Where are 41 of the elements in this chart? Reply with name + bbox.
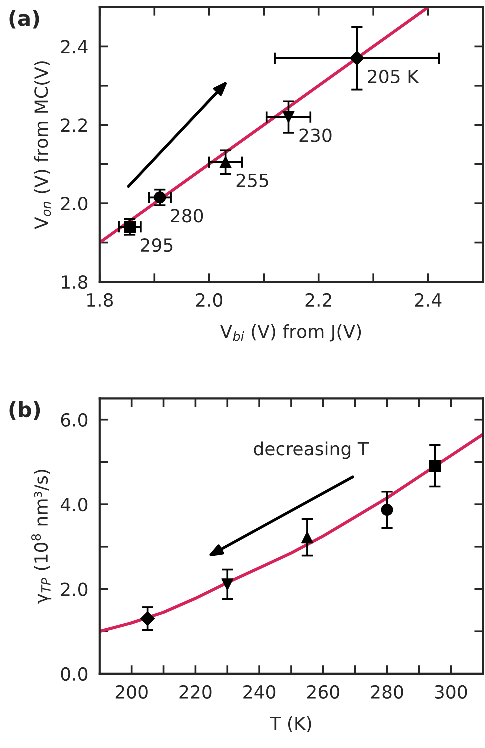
point — [301, 532, 314, 544]
y-axis-title: γ$_{TP}$ (10$^{8}$ nm³/s) — [32, 470, 52, 604]
point — [429, 460, 442, 472]
point — [350, 51, 364, 66]
x-axis-title: T (K) — [270, 716, 312, 733]
x-tick-label: 260 — [308, 685, 340, 700]
x-tick-label: 220 — [180, 685, 212, 700]
x-tick-label: 1.8 — [88, 293, 114, 308]
x-tick-label: 200 — [116, 685, 148, 700]
x-tick-label: 280 — [371, 685, 404, 700]
x-tick-label: 2.2 — [306, 293, 332, 307]
y-tick-label: 4.0 — [60, 498, 88, 512]
x-tick-label: 300 — [435, 685, 468, 700]
y-tick-label: 0.0 — [61, 667, 88, 682]
annotation: decreasing T — [254, 442, 370, 460]
line-series — [100, 433, 484, 634]
y-axis-title: V$_{on}$ (V) from MC(V) — [34, 62, 52, 230]
x-tick-label: 240 — [244, 685, 276, 700]
point — [282, 111, 295, 124]
chart-title: (a) — [10, 10, 40, 29]
annotation: 205 K — [368, 70, 420, 84]
annotation: 230 — [300, 128, 332, 142]
y-tick-label: 2.0 — [61, 582, 88, 596]
point — [220, 156, 232, 168]
annotation: 255 — [236, 174, 268, 188]
point — [124, 221, 136, 234]
y-tick-label: 1.8 — [62, 275, 88, 290]
point — [222, 578, 234, 591]
point — [154, 192, 166, 204]
x-axis-title: V$_{bi}$ (V) from J(V) — [220, 324, 362, 342]
y-tick-label: 2.4 — [61, 40, 88, 54]
y-tick-label: 2.0 — [61, 197, 88, 211]
y-tick-label: 6.0 — [61, 413, 88, 427]
chart-title: (b) — [10, 401, 40, 420]
annotation: 280 — [171, 209, 204, 223]
annotation: 295 — [141, 238, 173, 252]
x-tick-label: 2.0 — [196, 293, 223, 308]
x-tick-label: 2.4 — [415, 293, 442, 307]
y-tick-label: 2.2 — [61, 118, 87, 132]
point — [140, 612, 156, 626]
point — [381, 504, 394, 516]
